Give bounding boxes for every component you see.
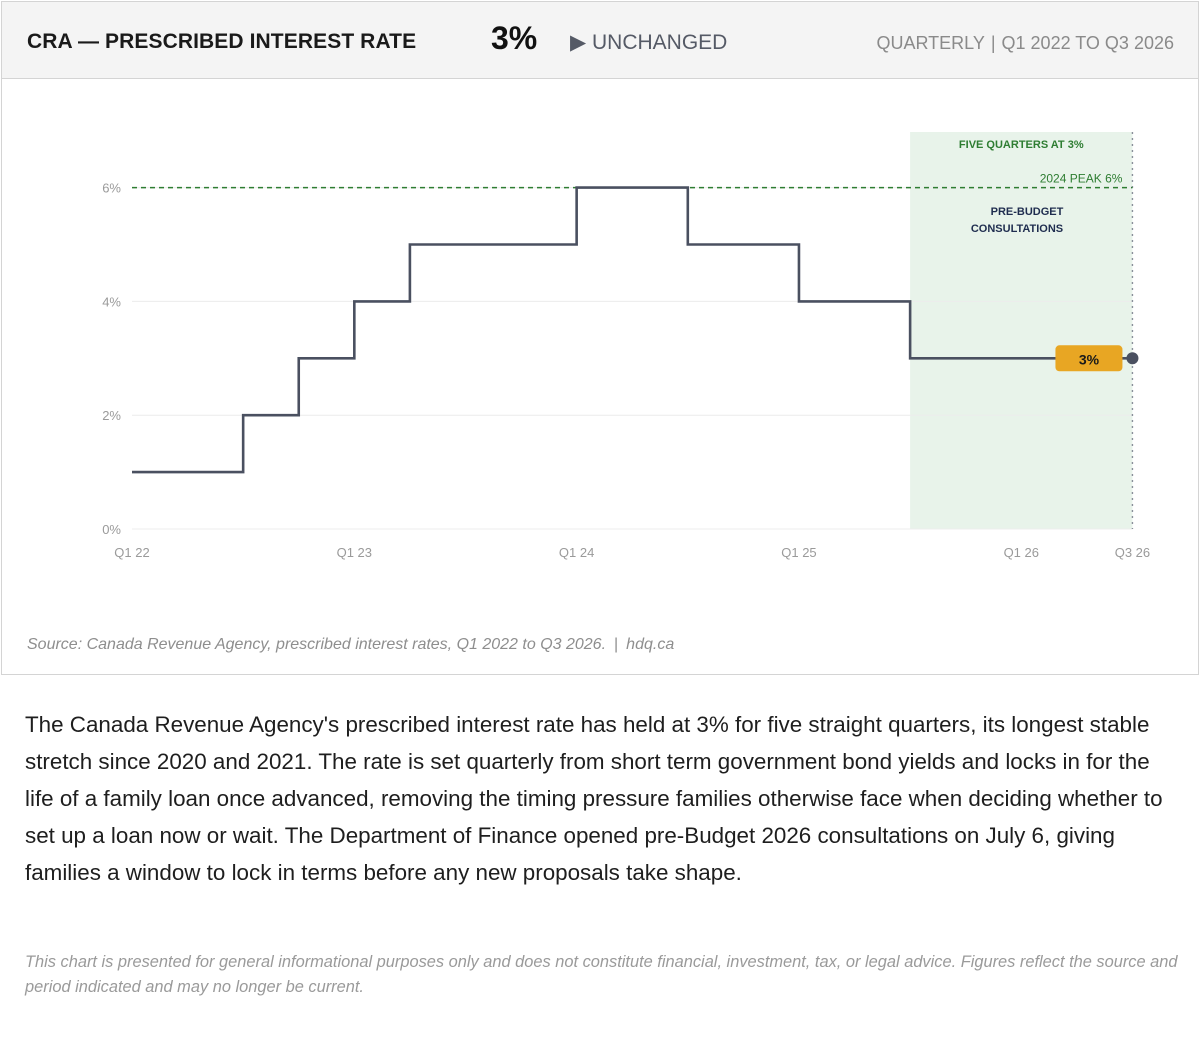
rate-status: ▶ UNCHANGED xyxy=(570,31,728,54)
chart-header: CRA — PRESCRIBED INTEREST RATE 3% ▶ UNCH… xyxy=(2,2,1198,79)
period-separator: | xyxy=(990,33,996,53)
y-tick-label: 6% xyxy=(102,181,121,196)
description-paragraph: The Canada Revenue Agency's prescribed i… xyxy=(25,712,1163,885)
annotation-line-2: CONSULTATIONS xyxy=(971,223,1063,235)
source-text: Source: Canada Revenue Agency, prescribe… xyxy=(27,636,607,653)
x-tick-label: Q1 26 xyxy=(1004,545,1039,560)
current-rate-value: 3% xyxy=(491,20,538,56)
range-label: Q1 2022 TO Q3 2026 xyxy=(1001,33,1174,53)
x-tick-label: Q1 23 xyxy=(337,545,372,560)
disclaimer-text: This chart is presented for general info… xyxy=(25,953,1178,996)
end-point xyxy=(1126,352,1139,365)
frequency-label: QUARTERLY xyxy=(876,33,985,53)
x-tick-label: Q1 25 xyxy=(781,545,816,560)
shaded-region xyxy=(910,132,1133,529)
chart-card: CRA — PRESCRIBED INTEREST RATE 3% ▶ UNCH… xyxy=(1,1,1199,675)
end-badge xyxy=(1055,345,1123,372)
x-tick-label: Q1 22 xyxy=(114,545,149,560)
end-badge-label: 3% xyxy=(1079,351,1100,367)
rate-chart: 0% 2% 4% 6% 2024 PEAK 6% FIVE QUARTERS AT 3% P… xyxy=(102,132,1150,560)
source-site: hdq.ca xyxy=(626,636,675,653)
rate-step-line xyxy=(132,186,1133,474)
y-tick-label: 2% xyxy=(102,408,121,423)
x-tick-label: Q3 26 xyxy=(1115,545,1150,560)
chart-title: CRA — PRESCRIBED INTEREST RATE xyxy=(27,30,417,53)
y-tick-label: 4% xyxy=(102,294,121,309)
source-note: Source: Canada Revenue Agency, prescribe… xyxy=(27,636,674,654)
source-separator: | xyxy=(614,636,619,653)
reference-line-label: 2024 PEAK 6% xyxy=(1040,172,1123,186)
annotation-line-1: PRE-BUDGET xyxy=(991,206,1064,218)
y-tick-label: 0% xyxy=(102,522,121,537)
period-label: QUARTERLY | Q1 2022 TO Q3 2026 xyxy=(876,33,1174,54)
x-tick-label: Q1 24 xyxy=(559,545,594,560)
shaded-region-label: FIVE QUARTERS AT 3% xyxy=(959,139,1084,151)
